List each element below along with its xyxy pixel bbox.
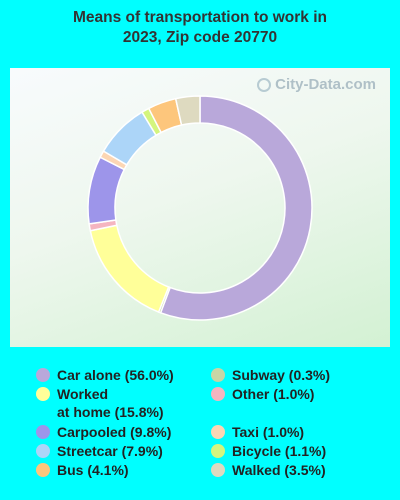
legend-swatch (36, 368, 50, 382)
legend-item-subway: Subway (0.3%) (211, 366, 330, 384)
legend-swatch (36, 425, 50, 439)
legend-item-streetcar: Streetcar (7.9%) (36, 442, 163, 460)
legend-swatch (211, 387, 225, 401)
legend-label: Car alone (56.0%) (57, 367, 174, 383)
chart-area: City-Data.com (10, 68, 390, 347)
legend-item-car-alone: Car alone (56.0%) (36, 366, 174, 384)
chart-title-line-1: Means of transportation to work in (72, 9, 328, 26)
donut-slice-car-alone (159, 95, 313, 321)
legend-item-taxi: Taxi (1.0%) (211, 423, 304, 441)
legend-label: Other (1.0%) (232, 386, 315, 402)
legend-label: Carpooled (9.8%) (57, 424, 172, 440)
legend-item-worked-at-home: Worked at home (15.8%) (36, 385, 164, 421)
legend-swatch (36, 387, 50, 401)
legend-item-bus: Bus (4.1%) (36, 461, 129, 479)
legend-item-bicycle: Bicycle (1.1%) (211, 442, 326, 460)
legend-item-walked: Walked (3.5%) (211, 461, 326, 479)
donut-slice-walked (174, 95, 201, 126)
city-data-logo-icon (257, 77, 272, 92)
donut-slice-worked-at-home (89, 224, 170, 314)
legend-item-carpooled: Carpooled (9.8%) (36, 423, 171, 441)
watermark-text: City-Data.com (275, 76, 376, 93)
legend-label-line-1: Worked (57, 386, 109, 402)
legend-label: Streetcar (7.9%) (57, 443, 163, 459)
donut-chart (87, 95, 313, 321)
legend-label: Bicycle (1.1%) (232, 443, 327, 459)
legend: Car alone (56.0%) Worked at home (15.8%)… (0, 366, 400, 486)
legend-swatch (36, 463, 50, 477)
chart-title-line-2: 2023, Zip code 20770 (122, 29, 278, 46)
legend-label: Subway (0.3%) (232, 367, 331, 383)
chart-title: Means of transportation to work in 2023,… (0, 8, 400, 48)
watermark: City-Data.com (257, 76, 376, 93)
legend-label: Walked (3.5%) (232, 462, 326, 478)
legend-swatch (211, 368, 225, 382)
legend-swatch (211, 463, 225, 477)
legend-label-line-2: at home (15.8%) (57, 404, 164, 420)
legend-label: Bus (4.1%) (57, 462, 129, 478)
legend-swatch (211, 425, 225, 439)
legend-swatch (211, 444, 225, 458)
legend-label: Taxi (1.0%) (232, 424, 305, 440)
legend-item-other: Other (1.0%) (211, 385, 314, 403)
legend-swatch (36, 444, 50, 458)
legend-label: Worked at home (15.8%) (57, 385, 164, 421)
